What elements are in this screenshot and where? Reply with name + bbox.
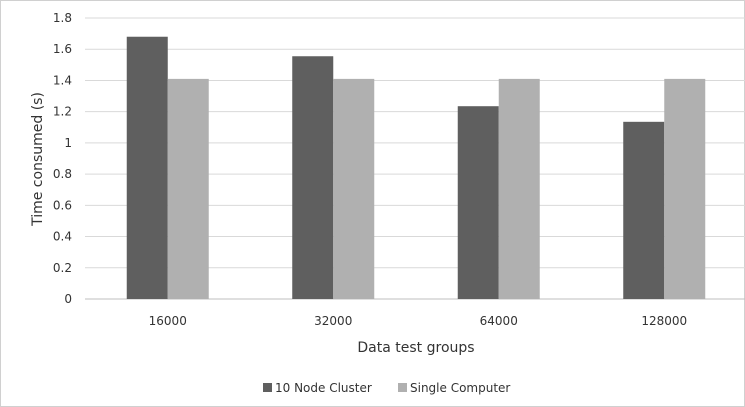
x-tick-label: 128000 bbox=[641, 314, 687, 328]
bar-cluster-64000 bbox=[457, 106, 499, 299]
y-tick-label: 1.4 bbox=[53, 73, 72, 87]
bar-single-16000 bbox=[167, 78, 209, 299]
bar-cluster-16000 bbox=[126, 36, 168, 299]
x-tick-label: 64000 bbox=[480, 314, 518, 328]
x-tick-labels: 16000 32000 64000 128000 bbox=[149, 314, 688, 328]
legend-label-single: Single Computer bbox=[410, 381, 510, 395]
legend-swatch-cluster bbox=[263, 383, 272, 392]
bar-cluster-32000 bbox=[292, 56, 334, 299]
x-axis-title: Data test groups bbox=[357, 340, 474, 356]
y-tick-label: 1.6 bbox=[53, 42, 72, 56]
y-tick-label: 1 bbox=[64, 136, 72, 150]
bar-single-32000 bbox=[333, 78, 375, 299]
bar-cluster-128000 bbox=[623, 121, 665, 299]
y-tick-label: 0.6 bbox=[53, 198, 72, 212]
y-tick-label: 0.2 bbox=[53, 261, 72, 275]
bar-single-128000 bbox=[664, 78, 706, 299]
y-tick-label: 0 bbox=[64, 292, 72, 306]
y-tick-label: 1.8 bbox=[53, 11, 72, 25]
legend-swatch-single bbox=[398, 383, 407, 392]
bars bbox=[126, 36, 706, 299]
x-tick-label: 16000 bbox=[149, 314, 187, 328]
bar-single-64000 bbox=[498, 78, 540, 299]
x-tick-label: 32000 bbox=[314, 314, 352, 328]
y-tick-labels: 0 0.2 0.4 0.6 0.8 1 1.2 1.4 1.6 1.8 bbox=[53, 11, 72, 306]
legend: 10 Node Cluster Single Computer bbox=[263, 381, 510, 395]
y-axis-title: Time consumed (s) bbox=[30, 92, 46, 227]
y-tick-label: 0.4 bbox=[53, 230, 72, 244]
legend-label-cluster: 10 Node Cluster bbox=[275, 381, 372, 395]
y-tick-label: 0.8 bbox=[53, 167, 72, 181]
y-tick-label: 1.2 bbox=[53, 105, 72, 119]
